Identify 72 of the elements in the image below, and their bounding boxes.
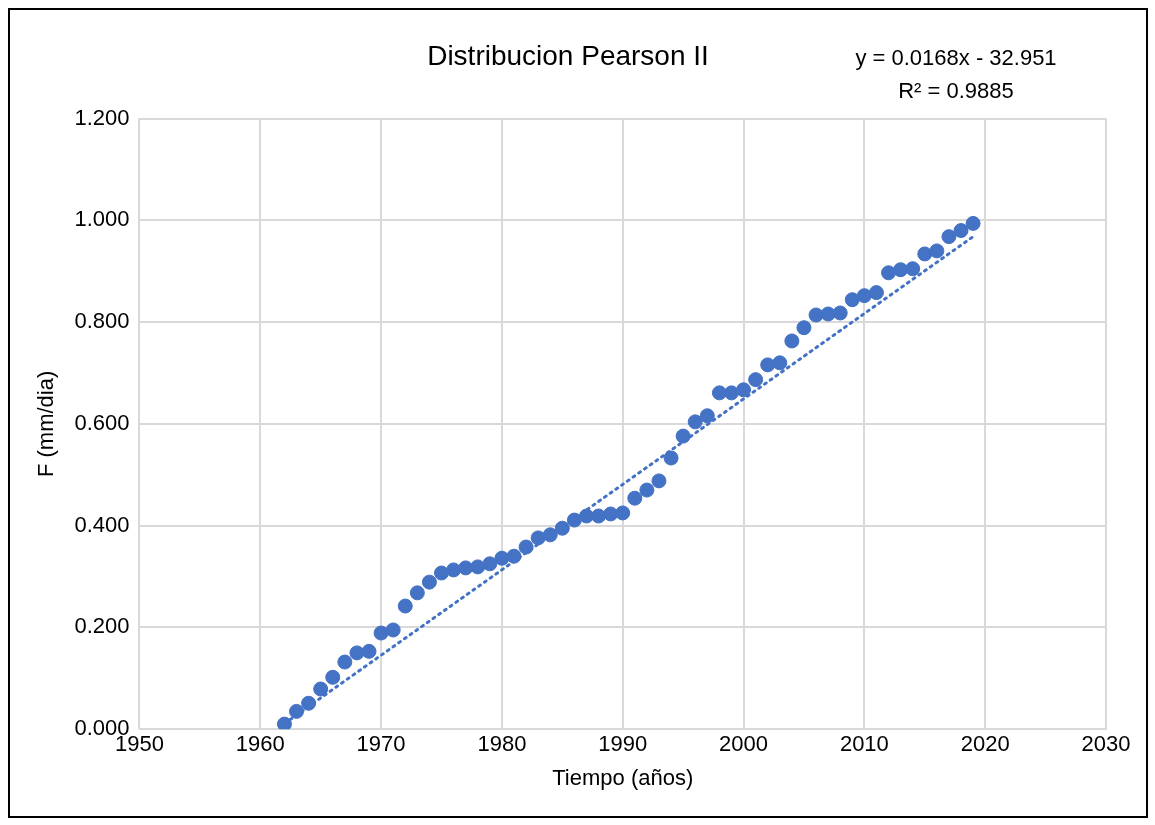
point bbox=[397, 598, 413, 614]
point bbox=[784, 333, 800, 349]
point bbox=[639, 482, 655, 498]
x-axis-title: Tiempo (años) bbox=[552, 764, 694, 790]
x-tick-label: 1970 bbox=[356, 731, 406, 757]
point bbox=[530, 530, 546, 546]
y-tick-label: 0.200 bbox=[74, 613, 130, 639]
point bbox=[917, 246, 933, 262]
y-tick-label: 1.200 bbox=[74, 104, 130, 130]
point bbox=[409, 585, 425, 601]
point bbox=[687, 414, 703, 430]
x-tick-label: 2030 bbox=[1081, 731, 1131, 757]
point bbox=[627, 490, 643, 506]
point bbox=[494, 550, 510, 566]
point bbox=[736, 382, 752, 398]
point bbox=[760, 357, 776, 373]
x-tick-label: 2000 bbox=[719, 731, 769, 757]
y-tick-label: 0.400 bbox=[74, 511, 130, 537]
point bbox=[905, 261, 921, 277]
x-tick-label: 2010 bbox=[839, 731, 889, 757]
point bbox=[820, 306, 836, 322]
x-tick-label: 2020 bbox=[960, 731, 1010, 757]
point bbox=[699, 408, 715, 424]
point bbox=[881, 265, 897, 281]
point bbox=[301, 695, 317, 711]
point bbox=[772, 355, 788, 371]
point bbox=[796, 320, 812, 336]
point bbox=[723, 385, 739, 401]
point bbox=[542, 527, 558, 543]
point bbox=[651, 473, 667, 489]
point bbox=[663, 450, 679, 466]
point bbox=[325, 669, 341, 685]
y-tick-label: 1.000 bbox=[74, 206, 130, 232]
chart-title: Distribucion Pearson II bbox=[427, 39, 709, 71]
x-tick-label: 1990 bbox=[598, 731, 648, 757]
point bbox=[566, 512, 582, 528]
point bbox=[929, 243, 945, 259]
point bbox=[711, 385, 727, 401]
x-tick-label: 1960 bbox=[235, 731, 285, 757]
point bbox=[675, 428, 691, 444]
y-tick-label: 0.800 bbox=[74, 308, 130, 334]
point bbox=[808, 307, 824, 323]
y-tick-label: 0.600 bbox=[74, 409, 130, 435]
point bbox=[832, 305, 848, 321]
text: y = 0.0168x - 32.951 bbox=[855, 45, 1057, 70]
text: R² = 0.9885 bbox=[898, 78, 1014, 103]
x-tick-label: 1980 bbox=[477, 731, 527, 757]
point bbox=[385, 622, 401, 638]
point bbox=[615, 505, 631, 521]
y-axis-title: F (mm/dia) bbox=[33, 370, 59, 478]
point bbox=[965, 215, 981, 231]
point bbox=[276, 716, 292, 730]
point bbox=[578, 508, 594, 524]
point bbox=[518, 539, 534, 555]
point bbox=[337, 654, 353, 670]
point bbox=[554, 520, 570, 536]
point bbox=[421, 574, 437, 590]
point bbox=[289, 703, 305, 719]
point bbox=[856, 288, 872, 304]
point bbox=[506, 548, 522, 564]
point bbox=[748, 372, 764, 388]
point bbox=[434, 565, 449, 581]
point bbox=[482, 556, 498, 572]
point bbox=[868, 285, 884, 301]
point bbox=[470, 559, 486, 575]
point bbox=[313, 681, 329, 697]
point bbox=[373, 625, 389, 641]
point bbox=[941, 229, 957, 245]
point bbox=[361, 643, 377, 659]
point bbox=[349, 645, 365, 661]
point bbox=[953, 223, 969, 239]
point bbox=[844, 292, 860, 308]
